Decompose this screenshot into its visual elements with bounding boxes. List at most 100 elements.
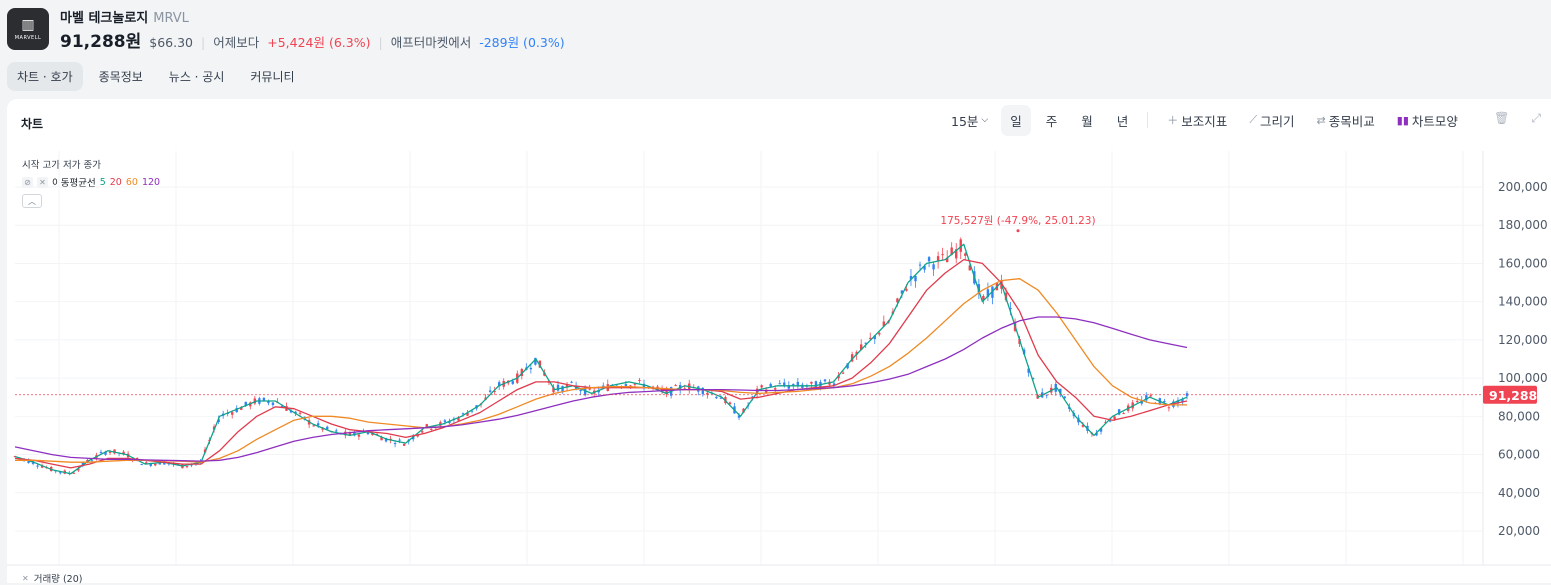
candle-body — [932, 264, 935, 270]
tab-news[interactable]: 뉴스 · 공시 — [168, 70, 225, 84]
period-year-button[interactable]: 년 — [1116, 113, 1129, 129]
candle-body — [316, 423, 320, 426]
period-week-button[interactable]: 주 — [1045, 113, 1058, 129]
candle-body — [1163, 400, 1166, 402]
candle-body — [135, 457, 139, 460]
candle-body — [294, 411, 297, 414]
candle-body — [511, 381, 514, 384]
logo-mark-icon: ▥ — [21, 16, 35, 33]
candle-body — [950, 247, 953, 255]
candle-body — [1059, 388, 1062, 394]
collapse-legend-button[interactable]: ︿ — [22, 194, 42, 208]
candle-body — [565, 384, 569, 387]
candle-body — [231, 412, 234, 415]
candle-body — [783, 382, 786, 386]
candle-body — [642, 383, 646, 389]
candle-body — [796, 381, 800, 387]
ohlc-legend: 시작 고가 저가 종가 — [22, 160, 101, 171]
candle-body — [778, 383, 781, 385]
candle-body — [787, 385, 790, 389]
candle-body — [122, 451, 125, 455]
candle-body — [149, 463, 152, 466]
indicators-label: 보조지표 — [1181, 113, 1228, 129]
candle-body — [1027, 368, 1030, 373]
candle-body — [819, 381, 822, 390]
candle-body — [1104, 422, 1107, 424]
ticker-symbol: MRVL — [153, 11, 189, 26]
candle-body — [850, 354, 854, 362]
candle-body — [588, 388, 591, 390]
trash-icon[interactable]: 🗑 — [1494, 111, 1510, 125]
candle-body — [864, 342, 867, 344]
candle-body — [556, 384, 560, 391]
swap-icon: ⇄ — [1316, 113, 1326, 127]
y-tick-label: 60,000 — [1498, 448, 1540, 462]
tab-community[interactable]: 커뮤니티 — [250, 70, 295, 84]
ma-line-120 — [14, 316, 1188, 462]
candle-body — [443, 420, 447, 422]
candle-body — [470, 410, 474, 412]
candle-body — [235, 408, 238, 413]
tab-chart-orderbook[interactable]: 차트 · 호가 — [7, 62, 83, 91]
close-icon[interactable]: ✕ — [37, 176, 48, 188]
candle-body — [108, 451, 112, 453]
y-tick-label: 80,000 — [1498, 409, 1540, 423]
candle-body — [99, 451, 103, 453]
candle-body — [936, 256, 940, 262]
toolbar-divider — [1147, 112, 1149, 128]
candle-body — [832, 383, 836, 386]
plus-icon: ＋ — [1167, 114, 1179, 127]
candle-body — [855, 351, 858, 355]
candle-body — [837, 375, 840, 379]
tab-stock-info[interactable]: 종목정보 — [98, 70, 143, 84]
period-day-button[interactable]: 일 — [1001, 104, 1031, 136]
candle-body — [986, 289, 990, 297]
candle-body — [393, 443, 397, 445]
stock-header: ▥ MARVELL 마벨 테크놀로지 MRVL 91,288원 $66.30 |… — [0, 0, 1551, 58]
candle-body — [1181, 399, 1184, 403]
price-row: 91,288원 $66.30 | 어제보다 +5,424원 (6.3%) | 애… — [60, 27, 565, 52]
y-tick-label: 180,000 — [1498, 218, 1548, 232]
candle-body — [353, 431, 356, 436]
candle-body — [1113, 416, 1116, 419]
draw-button[interactable]: ⟋ 그리기 — [1240, 105, 1303, 136]
candle-body — [244, 401, 247, 406]
close-icon[interactable]: ✕ — [22, 573, 29, 583]
candle-body — [1149, 395, 1152, 397]
candle-body — [326, 426, 329, 430]
candle-body — [190, 464, 193, 466]
y-tick-label: 100,000 — [1498, 371, 1548, 385]
candle-body — [212, 426, 216, 430]
candle-body — [448, 421, 451, 424]
chevron-up-icon: ︿ — [28, 196, 36, 206]
candle-body — [1099, 428, 1103, 432]
candle-body — [1063, 396, 1067, 398]
eye-off-icon[interactable]: ⊘ — [22, 176, 33, 188]
candle-body — [145, 462, 148, 464]
compare-button[interactable]: ⇄ 종목비교 — [1308, 105, 1384, 136]
candle-body — [253, 398, 257, 404]
chart-style-button[interactable]: ▮▮ 차트모양 — [1388, 105, 1467, 136]
interval-select[interactable]: 15분 ⌵ — [942, 105, 997, 136]
moving-average-lines — [14, 243, 1188, 475]
candle-body — [701, 387, 705, 394]
expand-icon[interactable]: ⤢ — [1531, 111, 1541, 125]
vs-yesterday-label: 어제보다 — [213, 35, 260, 50]
indicators-button[interactable]: ＋ 보조지표 — [1158, 105, 1236, 136]
candle-body — [36, 465, 39, 467]
candle-body — [366, 431, 370, 435]
candle-body — [810, 381, 813, 384]
current-price: 91,288원 — [60, 32, 142, 52]
candle-body — [493, 390, 496, 392]
candle-body — [1009, 308, 1012, 310]
price-chart[interactable]: 200,000 180,000 160,000 140,000 120,000 100,0… — [7, 99, 1551, 583]
candle-body — [163, 461, 166, 465]
candle-body — [905, 289, 908, 291]
period-month-button[interactable]: 월 — [1081, 113, 1093, 129]
candle-body — [1122, 413, 1125, 415]
candle-body — [959, 239, 962, 252]
candle-body — [335, 430, 338, 432]
current-price-label: 91,288 — [1489, 388, 1537, 403]
candle-body — [656, 386, 659, 388]
candle-body — [1145, 395, 1148, 401]
